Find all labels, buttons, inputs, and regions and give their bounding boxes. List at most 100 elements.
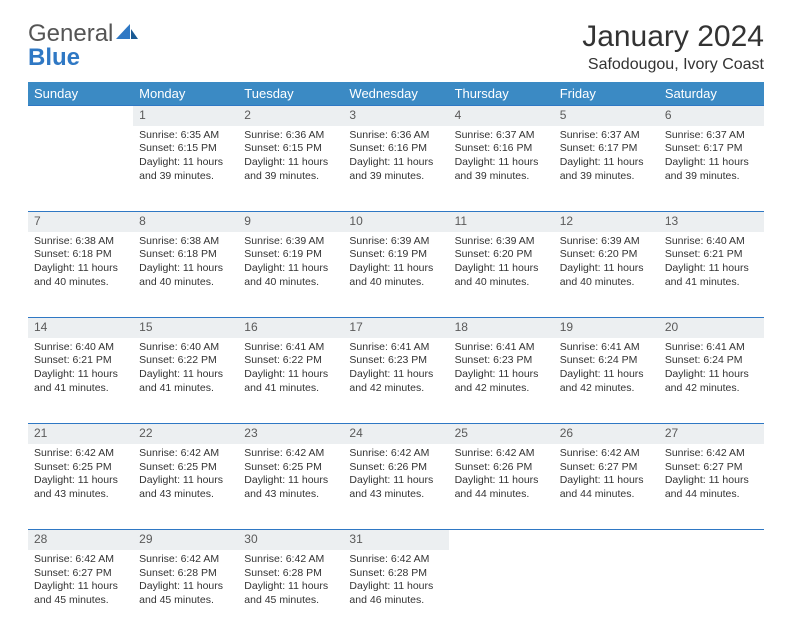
sunrise-text: Sunrise: 6:42 AM (34, 447, 127, 461)
sunrise-text: Sunrise: 6:42 AM (349, 447, 442, 461)
daylight-text: Daylight: 11 hours and 42 minutes. (349, 368, 442, 395)
daylight-text: Daylight: 11 hours and 43 minutes. (34, 474, 127, 501)
sunrise-text: Sunrise: 6:41 AM (349, 341, 442, 355)
day-cell: Sunrise: 6:41 AMSunset: 6:23 PMDaylight:… (343, 338, 448, 424)
empty-cell (659, 550, 764, 636)
day-number: 26 (554, 424, 659, 444)
daylight-text: Daylight: 11 hours and 45 minutes. (34, 580, 127, 607)
daylight-text: Daylight: 11 hours and 41 minutes. (665, 262, 758, 289)
day-cell: Sunrise: 6:41 AMSunset: 6:22 PMDaylight:… (238, 338, 343, 424)
day-cell: Sunrise: 6:42 AMSunset: 6:26 PMDaylight:… (343, 444, 448, 530)
daylight-text: Daylight: 11 hours and 40 minutes. (560, 262, 653, 289)
day-number: 20 (659, 318, 764, 338)
sunset-text: Sunset: 6:28 PM (349, 567, 442, 581)
day-number: 25 (449, 424, 554, 444)
sunset-text: Sunset: 6:16 PM (455, 142, 548, 156)
month-title: January 2024 (582, 20, 764, 54)
day-number: 7 (28, 212, 133, 232)
day-number: 16 (238, 318, 343, 338)
empty-cell (554, 550, 659, 636)
day-cell: Sunrise: 6:41 AMSunset: 6:24 PMDaylight:… (659, 338, 764, 424)
daynum-row: 78910111213 (28, 212, 764, 232)
daylight-text: Daylight: 11 hours and 40 minutes. (349, 262, 442, 289)
sunrise-text: Sunrise: 6:36 AM (349, 129, 442, 143)
day-cell: Sunrise: 6:42 AMSunset: 6:28 PMDaylight:… (343, 550, 448, 636)
sunrise-text: Sunrise: 6:39 AM (455, 235, 548, 249)
day-cell: Sunrise: 6:36 AMSunset: 6:15 PMDaylight:… (238, 126, 343, 212)
day-cell: Sunrise: 6:40 AMSunset: 6:22 PMDaylight:… (133, 338, 238, 424)
sunset-text: Sunset: 6:20 PM (560, 248, 653, 262)
sunrise-text: Sunrise: 6:39 AM (349, 235, 442, 249)
daylight-text: Daylight: 11 hours and 42 minutes. (560, 368, 653, 395)
day-number: 24 (343, 424, 448, 444)
content-row: Sunrise: 6:42 AM Sunset: 6:25 PM Daylight:… (28, 444, 764, 530)
empty-daynum (28, 106, 133, 126)
day-number: 8 (133, 212, 238, 232)
daylight-text: Daylight: 11 hours and 41 minutes. (139, 368, 232, 395)
empty-cell (28, 126, 133, 212)
sunrise-text: Sunrise: 6:38 AM (139, 235, 232, 249)
sunrise-text: Sunrise: 6:39 AM (244, 235, 337, 249)
sunrise-text: Sunrise: 6:41 AM (455, 341, 548, 355)
sunrise-text: Sunrise: 6:41 AM (560, 341, 653, 355)
weekday-header: Monday (133, 82, 238, 106)
day-number: 6 (659, 106, 764, 126)
sunset-text: Sunset: 6:21 PM (34, 354, 127, 368)
sunset-text: Sunset: 6:22 PM (139, 354, 232, 368)
sunset-text: Sunset: 6:21 PM (665, 248, 758, 262)
daylight-text: Daylight: 11 hours and 41 minutes. (244, 368, 337, 395)
sunset-text: Sunset: 6:15 PM (244, 142, 337, 156)
day-number: 27 (659, 424, 764, 444)
sunset-text: Sunset: 6:27 PM (34, 567, 127, 581)
empty-daynum (659, 530, 764, 550)
day-number: 12 (554, 212, 659, 232)
day-number: 4 (449, 106, 554, 126)
day-cell: Sunrise: 6:37 AMSunset: 6:17 PMDaylight:… (554, 126, 659, 212)
weekday-header: Sunday (28, 82, 133, 106)
day-number: 28 (28, 530, 133, 550)
day-number: 5 (554, 106, 659, 126)
day-cell: Sunrise: 6:41 AMSunset: 6:24 PMDaylight:… (554, 338, 659, 424)
empty-daynum (554, 530, 659, 550)
daylight-text: Daylight: 11 hours and 40 minutes. (139, 262, 232, 289)
sail-icon (116, 20, 138, 48)
day-number: 31 (343, 530, 448, 550)
day-cell: Sunrise: 6:39 AMSunset: 6:20 PMDaylight:… (554, 232, 659, 318)
day-cell: Sunrise: 6:41 AMSunset: 6:23 PMDaylight:… (449, 338, 554, 424)
day-number: 1 (133, 106, 238, 126)
day-cell: Sunrise: 6:39 AMSunset: 6:19 PMDaylight:… (343, 232, 448, 318)
day-number: 2 (238, 106, 343, 126)
day-number: 17 (343, 318, 448, 338)
weekday-header: Wednesday (343, 82, 448, 106)
day-cell: Sunrise: 6:42 AMSunset: 6:25 PMDaylight:… (133, 444, 238, 530)
day-cell: Sunrise: 6:38 AMSunset: 6:18 PMDaylight:… (28, 232, 133, 318)
day-number: 11 (449, 212, 554, 232)
sunrise-text: Sunrise: 6:42 AM (244, 553, 337, 567)
sunrise-text: Sunrise: 6:42 AM (455, 447, 548, 461)
daylight-text: Daylight: 11 hours and 39 minutes. (244, 156, 337, 183)
daynum-row: 14151617181920 (28, 318, 764, 338)
daylight-text: Daylight: 11 hours and 42 minutes. (665, 368, 758, 395)
daylight-text: Daylight: 11 hours and 44 minutes. (665, 474, 758, 501)
sunset-text: Sunset: 6:19 PM (349, 248, 442, 262)
empty-cell (449, 550, 554, 636)
sunset-text: Sunset: 6:26 PM (455, 461, 548, 475)
sunrise-text: Sunrise: 6:42 AM (139, 553, 232, 567)
sunset-text: Sunset: 6:23 PM (455, 354, 548, 368)
weekday-header: Friday (554, 82, 659, 106)
sunset-text: Sunset: 6:25 PM (139, 461, 232, 475)
daylight-text: Daylight: 11 hours and 44 minutes. (560, 474, 653, 501)
sunset-text: Sunset: 6:19 PM (244, 248, 337, 262)
sunrise-text: Sunrise: 6:42 AM (34, 553, 127, 567)
day-cell: Sunrise: 6:38 AMSunset: 6:18 PMDaylight:… (133, 232, 238, 318)
day-cell: Sunrise: 6:39 AMSunset: 6:19 PMDaylight:… (238, 232, 343, 318)
weekday-header-row: SundayMondayTuesdayWednesdayThursdayFrid… (28, 82, 764, 106)
weekday-header: Saturday (659, 82, 764, 106)
daylight-text: Daylight: 11 hours and 43 minutes. (244, 474, 337, 501)
day-cell: Sunrise: 6:40 AMSunset: 6:21 PMDaylight:… (28, 338, 133, 424)
logo-text-blue: Blue (28, 44, 80, 71)
sunset-text: Sunset: 6:22 PM (244, 354, 337, 368)
header: General January 2024 Safodougou, Ivory C… (28, 20, 764, 74)
sunset-text: Sunset: 6:28 PM (244, 567, 337, 581)
day-number: 3 (343, 106, 448, 126)
